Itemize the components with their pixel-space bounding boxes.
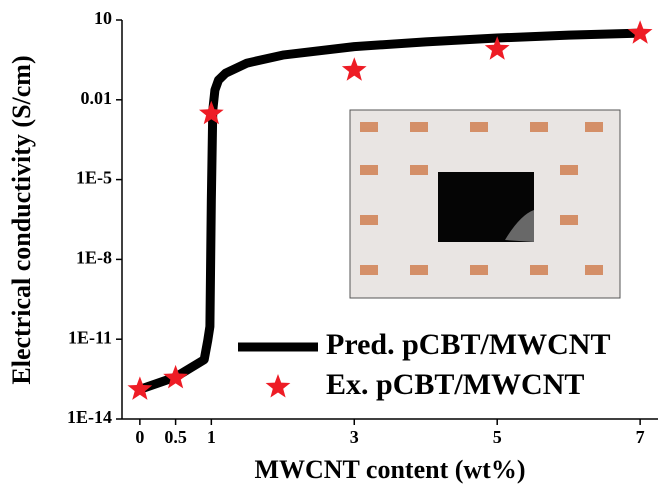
y-tick-label: 1E-11 (68, 327, 112, 347)
star-marker (128, 376, 153, 400)
inset-photo (350, 110, 620, 298)
x-tick-label: 1 (207, 427, 216, 447)
y-tick-label: 10 (94, 8, 112, 28)
x-tick-label: 7 (636, 427, 645, 447)
y-tick-label: 1E-8 (76, 248, 112, 268)
y-tick-label: 1E-5 (76, 168, 112, 188)
star-marker (628, 20, 653, 44)
x-tick-label: 3 (350, 427, 359, 447)
y-axis-label: Electrical conductivity (S/cm) (7, 55, 36, 384)
x-tick-label: 0 (135, 427, 144, 447)
y-tick-label: 0.01 (81, 88, 113, 108)
x-tick-label: 0.5 (164, 427, 187, 447)
y-tick-label: 1E-14 (67, 407, 112, 427)
x-axis-label: MWCNT content (wt%) (254, 455, 525, 484)
legend-label: Ex. pCBT/MWCNT (326, 368, 584, 401)
x-tick-label: 5 (493, 427, 502, 447)
legend-star (266, 374, 291, 398)
star-marker (342, 57, 367, 80)
legend-label: Pred. pCBT/MWCNT (326, 328, 610, 361)
chart: MWCNT content (wt%) Electrical conductiv… (0, 0, 665, 494)
